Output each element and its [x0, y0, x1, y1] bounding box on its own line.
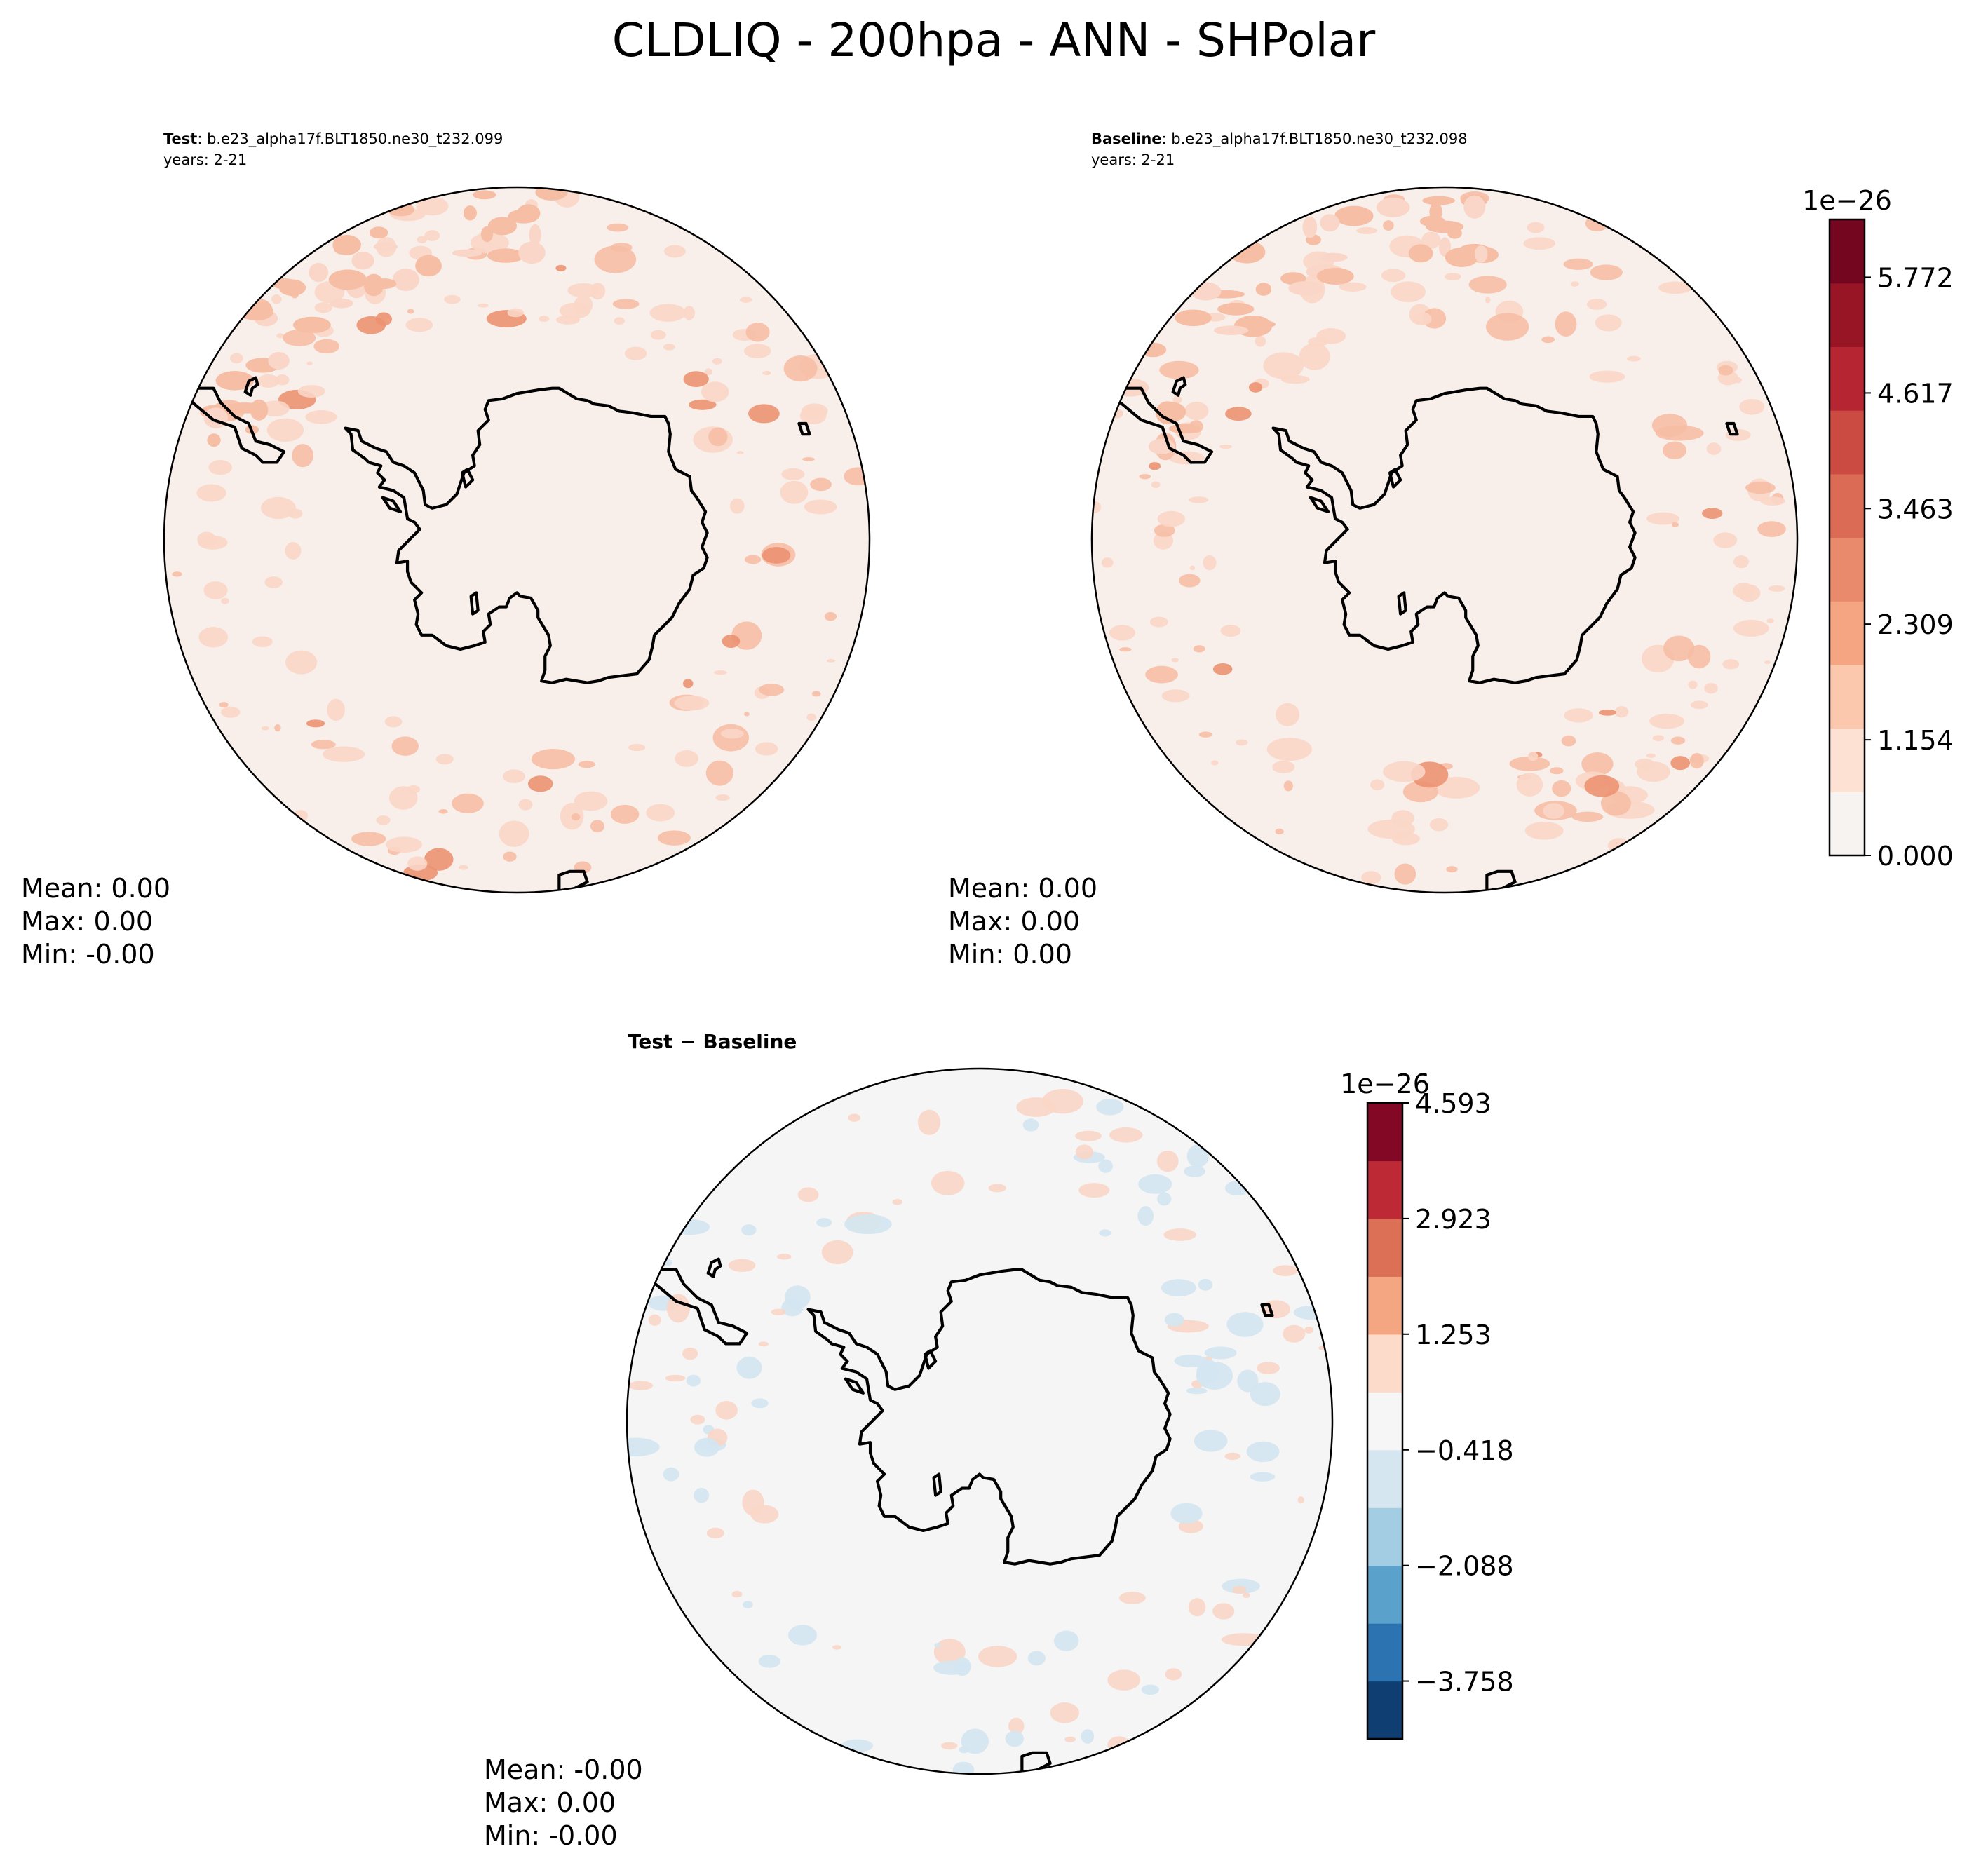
map-disk — [164, 187, 870, 893]
colorbar-tick-label: 4.593 — [1415, 1088, 1492, 1119]
colorbar-level — [1830, 219, 1865, 284]
colorbar-tick-label: 2.309 — [1877, 609, 1954, 640]
map-disk — [627, 1069, 1332, 1774]
colorbar-level — [1830, 601, 1865, 665]
panel-label: Baseline: b.e23_alpha17f.BLT1850.ne30_t2… — [1091, 130, 1468, 148]
colorbar-tick-label: −0.418 — [1415, 1435, 1514, 1466]
stat-mean: Mean: 0.00 — [948, 873, 1097, 904]
map-border — [626, 1067, 1334, 1775]
field-spots — [1092, 191, 1786, 885]
stat-min: Min: -0.00 — [21, 939, 155, 970]
colorbar-level — [1367, 1392, 1402, 1451]
colorbar-tick-label: 1.253 — [1415, 1320, 1492, 1350]
colorbar-tick-label: −2.088 — [1415, 1551, 1514, 1582]
map-background — [164, 187, 870, 893]
panel-years: years: 2-21 — [1091, 151, 1175, 168]
colorbar-level — [1367, 1334, 1402, 1393]
colorbar-level — [1367, 1160, 1402, 1219]
colorbar-level — [1830, 792, 1865, 856]
stat-min: Min: -0.00 — [484, 1820, 618, 1851]
colorbar-frame — [1366, 1102, 1404, 1740]
panel-label: Test: b.e23_alpha17f.BLT1850.ne30_t232.0… — [163, 130, 503, 148]
colorbar-level — [1367, 1681, 1402, 1740]
stat-mean: Mean: -0.00 — [484, 1754, 643, 1785]
colorbar-tick-label: 5.772 — [1877, 262, 1954, 293]
colorbar-level — [1367, 1565, 1402, 1624]
field-spots — [627, 1088, 1328, 1774]
colorbar-level — [1367, 1507, 1402, 1566]
colorbar-level — [1367, 1623, 1402, 1682]
colorbar-level — [1367, 1276, 1402, 1335]
colorbar-tick-label: −3.758 — [1415, 1667, 1514, 1698]
colorbar-level — [1830, 410, 1865, 475]
colorbar-level — [1830, 537, 1865, 602]
colorbar-level — [1367, 1103, 1402, 1162]
colorbar-exponent: 1e−26 — [1802, 185, 1892, 216]
stat-max: Max: 0.00 — [21, 906, 153, 937]
field-spots — [172, 187, 870, 881]
colorbar-level — [1367, 1218, 1402, 1277]
map-panel-1: Test: b.e23_alpha17f.BLT1850.ne30_t232.0… — [21, 130, 871, 970]
map-border — [1090, 186, 1799, 894]
colorbar-level — [1830, 283, 1865, 347]
stat-min: Min: 0.00 — [948, 939, 1072, 970]
panel-label: Test − Baseline — [628, 1030, 797, 1053]
colorbar-level — [1830, 346, 1865, 411]
colorbar-exponent: 1e−26 — [1340, 1069, 1430, 1099]
colorbar-tick-label: 0.000 — [1877, 841, 1954, 872]
map-border — [163, 186, 871, 894]
colorbar-level — [1830, 473, 1865, 538]
colorbar-level — [1367, 1449, 1402, 1508]
colorbar-main: 0.000 1.154 2.309 3.463 4.617 5.772 1e−26 — [1802, 185, 1954, 872]
map-disk — [1092, 187, 1797, 893]
panel-years: years: 2-21 — [163, 151, 247, 168]
colorbar-diff: 4.593 2.923 1.253 −0.418 −2.088 −3.758 1e−26 — [1340, 1069, 1514, 1740]
colorbar-tick-label: 2.923 — [1415, 1204, 1492, 1235]
colorbar-level — [1830, 664, 1865, 729]
colorbar-tick-label: 3.463 — [1877, 494, 1954, 524]
stat-max: Max: 0.00 — [948, 906, 1080, 937]
colorbar-tick-label: 4.617 — [1877, 378, 1954, 409]
colorbar-tick-label: 1.154 — [1877, 725, 1954, 756]
map-background — [627, 1069, 1332, 1774]
figure-title: CLDLIQ - 200hpa - ANN - SHPolar — [612, 13, 1376, 67]
colorbar-frame — [1828, 218, 1866, 857]
map-panel-2: Baseline: b.e23_alpha17f.BLT1850.ne30_t2… — [948, 130, 1799, 970]
stat-max: Max: 0.00 — [484, 1787, 616, 1818]
stat-mean: Mean: 0.00 — [21, 873, 170, 904]
colorbar-level — [1830, 728, 1865, 792]
